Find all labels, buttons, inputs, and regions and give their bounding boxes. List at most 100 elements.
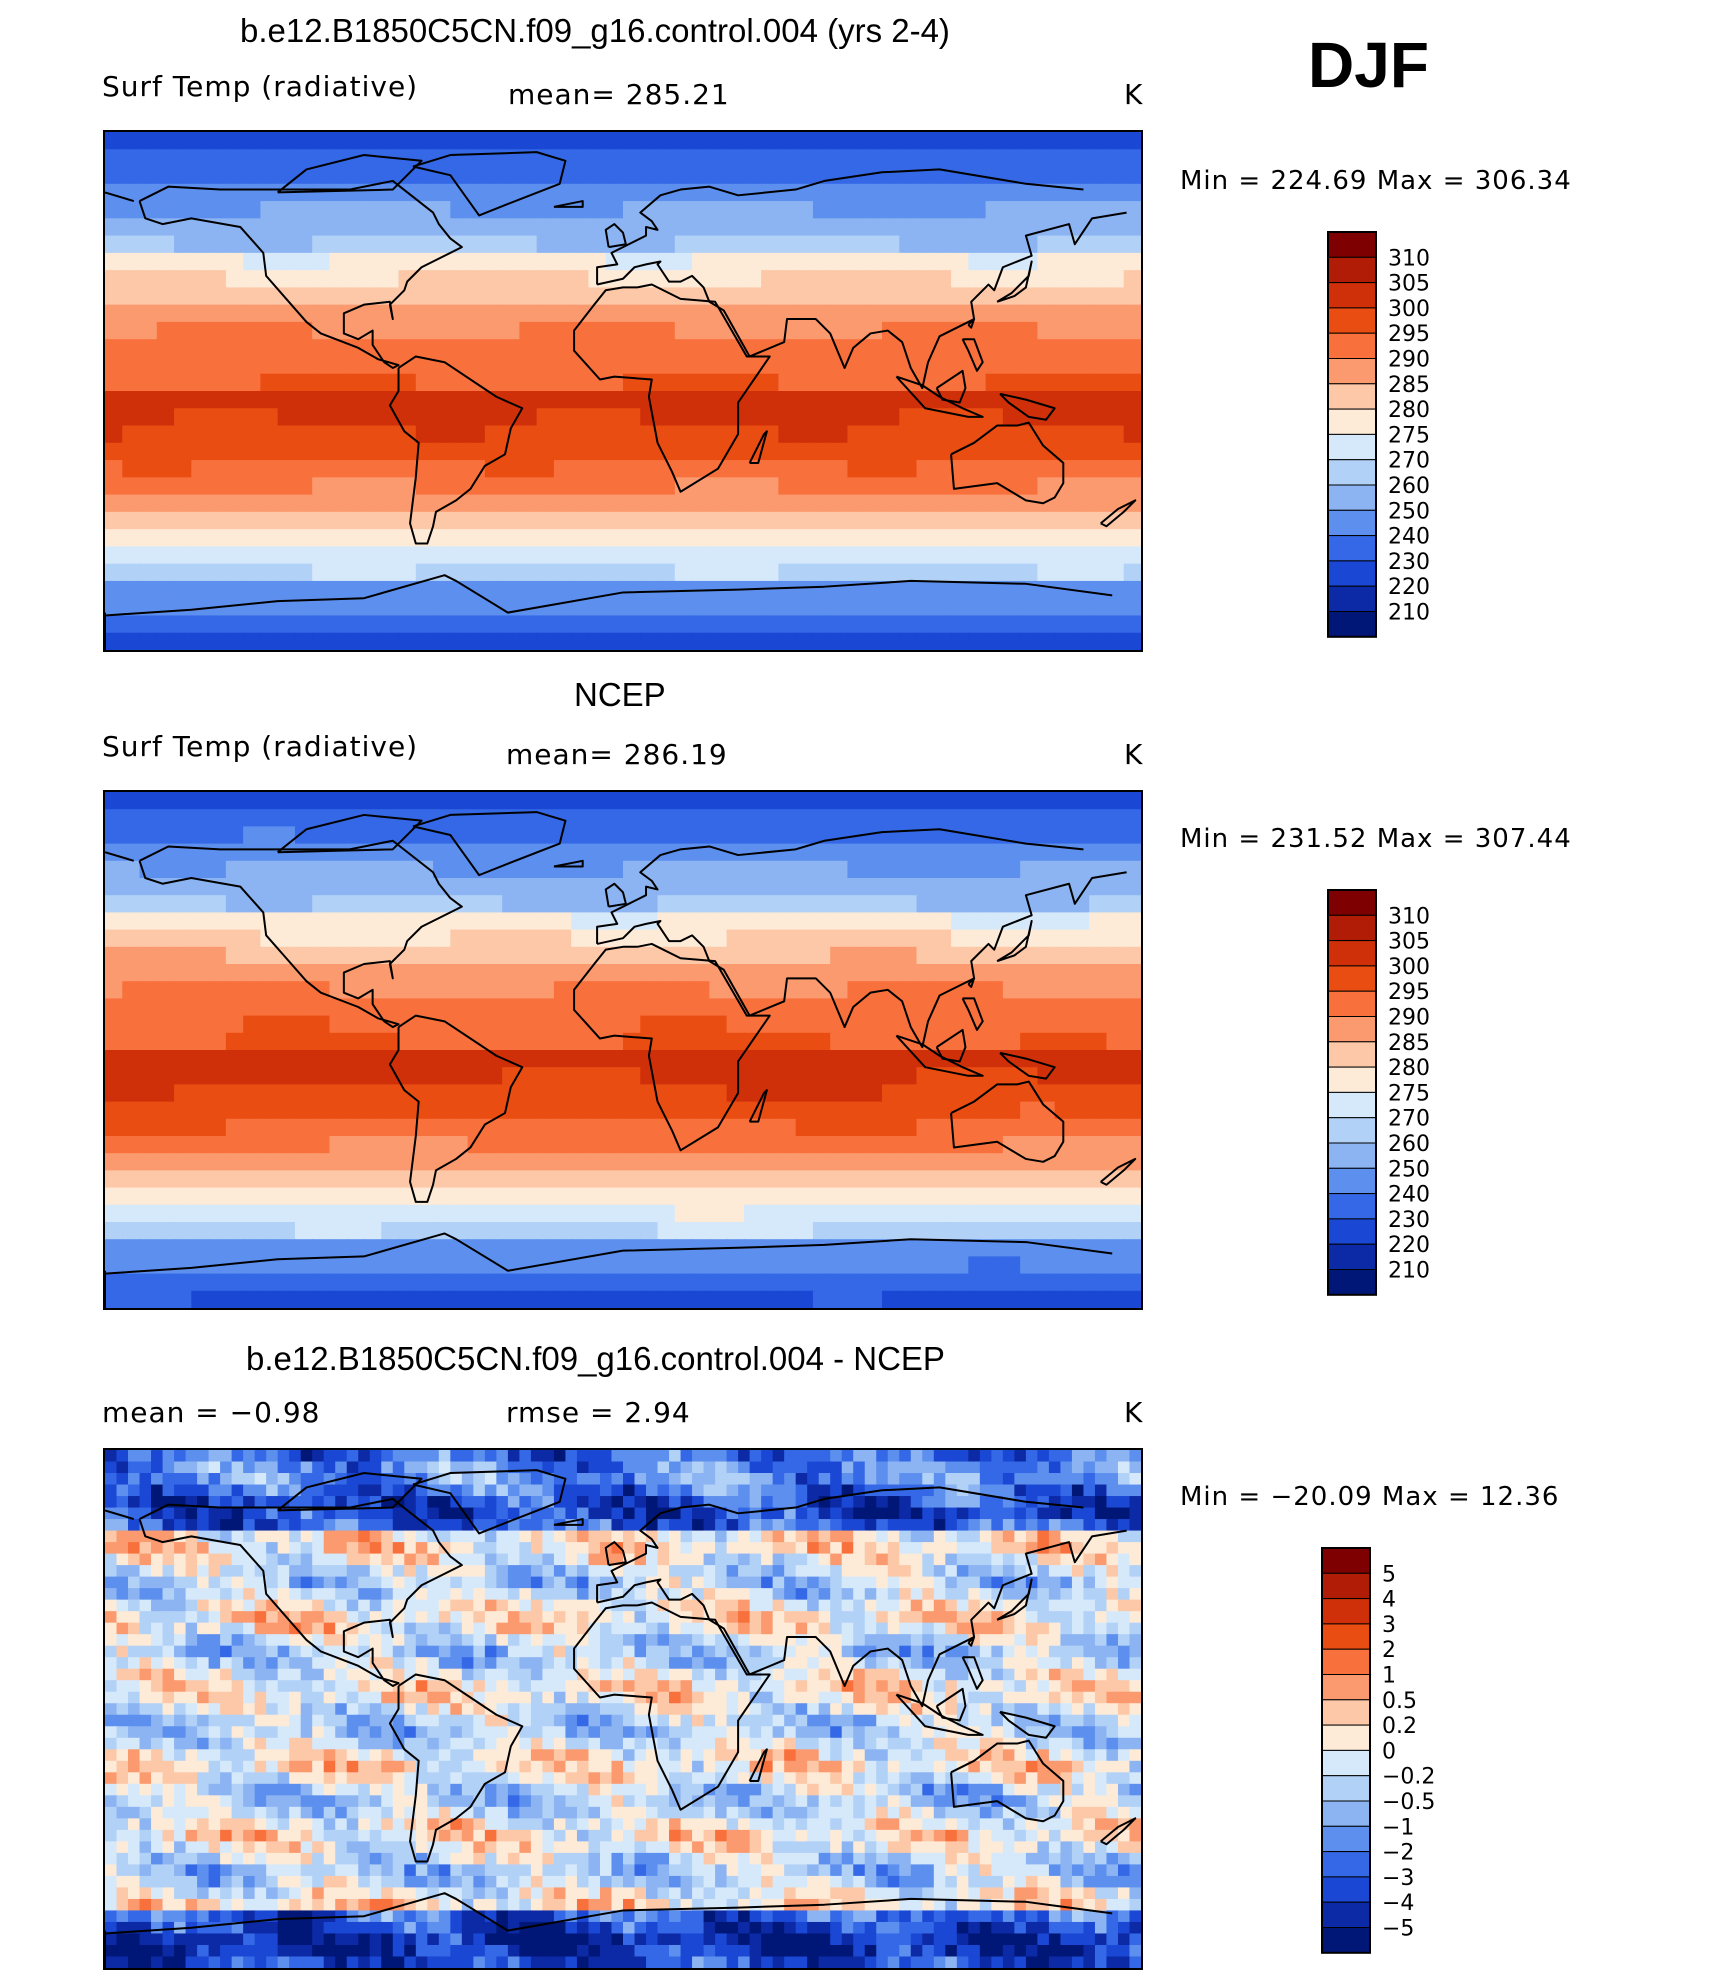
colorbar-tick-label: 5 <box>1382 1562 1396 1587</box>
colorbar-model: 310 305 300 295 290 285 280 275 270 260 250 240 230 2… <box>1326 231 1486 642</box>
colorbar-swatch <box>1327 1193 1377 1220</box>
colorbar-swatch <box>1321 1547 1371 1574</box>
colorbar-tick-label: 290 <box>1388 348 1430 373</box>
colorbar-tick-label: 0.5 <box>1382 1689 1417 1714</box>
season-label: DJF <box>1308 29 1429 101</box>
panel-model-units: K <box>1124 78 1144 111</box>
colorbar-tick-label: 260 <box>1388 474 1430 499</box>
colorbar-swatch <box>1327 965 1377 992</box>
panel-diff-rmse-label: rmse = 2.94 <box>506 1396 691 1429</box>
colorbar-obs: 310 305 300 295 290 285 280 275 270 260 250 240 230 2… <box>1326 889 1486 1300</box>
colorbar-swatch <box>1327 1066 1377 1093</box>
colorbar-tick-label: 275 <box>1388 1081 1430 1106</box>
colorbar-tick-label: 210 <box>1388 1259 1430 1284</box>
panel-diff-map <box>103 1448 1143 1970</box>
colorbar-tick-label: 1 <box>1382 1664 1396 1689</box>
panel-obs-field <box>105 792 1141 1308</box>
colorbar-swatch <box>1327 1269 1377 1296</box>
colorbar-swatch <box>1327 990 1377 1017</box>
colorbar-swatch <box>1321 1623 1371 1650</box>
colorbar-swatch <box>1327 1091 1377 1119</box>
colorbar-swatch <box>1321 1775 1371 1802</box>
colorbar-tick-label: 4 <box>1382 1588 1396 1613</box>
colorbar-tick-label: −2 <box>1382 1841 1414 1866</box>
colorbar-swatch <box>1321 1927 1371 1954</box>
colorbar-swatch <box>1327 231 1377 258</box>
colorbar-swatch <box>1327 1142 1377 1169</box>
colorbar-swatch <box>1321 1876 1371 1903</box>
colorbar-swatch <box>1327 560 1377 587</box>
colorbar-tick-label: 230 <box>1388 550 1430 575</box>
colorbar-tick-label: 300 <box>1388 297 1430 322</box>
colorbar-swatch <box>1321 1851 1371 1878</box>
colorbar-swatch <box>1327 509 1377 537</box>
panel-model-field <box>105 132 1141 650</box>
colorbar-swatch <box>1321 1825 1371 1853</box>
panel-diff-field <box>105 1450 1141 1968</box>
colorbar-tick-label: 270 <box>1388 1107 1430 1132</box>
colorbar-swatch <box>1327 611 1377 638</box>
colorbar-tick-label: 280 <box>1388 1056 1430 1081</box>
panel-model-map <box>103 130 1143 652</box>
colorbar-swatch <box>1327 1041 1377 1068</box>
panel-diff-title: b.e12.B1850C5CN.f09_g16.control.004 - NC… <box>246 1340 945 1377</box>
colorbar-tick-label: −5 <box>1382 1917 1414 1942</box>
colorbar-swatch <box>1327 459 1377 486</box>
colorbar-swatch <box>1327 1218 1377 1245</box>
panel-model-mean-label: mean= 285.21 <box>508 78 730 111</box>
colorbar-swatch <box>1327 332 1377 359</box>
colorbar-tick-label: 3 <box>1382 1613 1396 1638</box>
colorbar-tick-label: 270 <box>1388 449 1430 474</box>
colorbar-tick-label: 285 <box>1388 1031 1430 1056</box>
colorbar-swatch <box>1321 1674 1371 1701</box>
panel-obs-mean-label: mean= 286.19 <box>506 738 728 771</box>
colorbar-swatch <box>1327 408 1377 435</box>
colorbar-swatch <box>1327 914 1377 942</box>
colorbar-swatch <box>1327 383 1377 410</box>
colorbar-swatch <box>1327 256 1377 284</box>
panel-model-title: b.e12.B1850C5CN.f09_g16.control.004 (yrs… <box>240 12 950 49</box>
colorbar-swatch <box>1327 1016 1377 1043</box>
colorbar-swatch <box>1321 1648 1371 1675</box>
colorbar-model-scale: 3103053002952902852802752702602502402302… <box>1327 231 1430 638</box>
colorbar-swatch <box>1321 1572 1371 1600</box>
panel-diff-units: K <box>1124 1396 1144 1429</box>
colorbar-tick-label: 0.2 <box>1382 1714 1417 1739</box>
colorbar-tick-label: 310 <box>1388 246 1430 271</box>
colorbar-tick-label: −3 <box>1382 1866 1414 1891</box>
colorbar-diff: 5 4 3 2 1 0.5 0.2 0 −0.2 −0.5 −1 −2 −3 −4 −5 <box>1320 1547 1490 1958</box>
colorbar-swatch <box>1321 1901 1371 1929</box>
colorbar-tick-label: 250 <box>1388 1157 1430 1182</box>
colorbar-tick-label: 295 <box>1388 322 1430 347</box>
colorbar-tick-label: 310 <box>1388 904 1430 929</box>
panel-obs-units: K <box>1124 738 1144 771</box>
colorbar-tick-label: 210 <box>1388 601 1430 626</box>
colorbar-tick-label: −1 <box>1382 1815 1414 1840</box>
colorbar-tick-label: 295 <box>1388 980 1430 1005</box>
colorbar-swatch <box>1321 1800 1371 1827</box>
colorbar-swatch <box>1327 535 1377 562</box>
colorbar-swatch <box>1327 889 1377 916</box>
colorbar-tick-label: 220 <box>1388 575 1430 600</box>
colorbar-swatch <box>1321 1749 1371 1777</box>
panel-obs-title: NCEP <box>574 676 666 713</box>
colorbar-tick-label: 230 <box>1388 1208 1430 1233</box>
colorbar-tick-label: −0.5 <box>1382 1790 1435 1815</box>
colorbar-swatch <box>1327 307 1377 334</box>
colorbar-swatch <box>1321 1699 1371 1726</box>
colorbar-swatch <box>1327 358 1377 385</box>
colorbar-tick-label: 280 <box>1388 398 1430 423</box>
colorbar-tick-label: 300 <box>1388 955 1430 980</box>
panel-obs-variable-label: Surf Temp (radiative) <box>102 730 419 763</box>
colorbar-tick-label: 240 <box>1388 525 1430 550</box>
panel-model-minmax: Min = 224.69 Max = 306.34 <box>1180 166 1572 196</box>
colorbar-tick-label: 2 <box>1382 1638 1396 1663</box>
panel-diff-minmax: Min = −20.09 Max = 12.36 <box>1180 1482 1560 1512</box>
colorbar-tick-label: 0 <box>1382 1739 1396 1764</box>
colorbar-tick-label: 305 <box>1388 272 1430 297</box>
colorbar-swatch <box>1327 433 1377 461</box>
colorbar-swatch <box>1327 282 1377 309</box>
colorbar-tick-label: −0.2 <box>1382 1765 1435 1790</box>
colorbar-swatch <box>1327 1243 1377 1271</box>
